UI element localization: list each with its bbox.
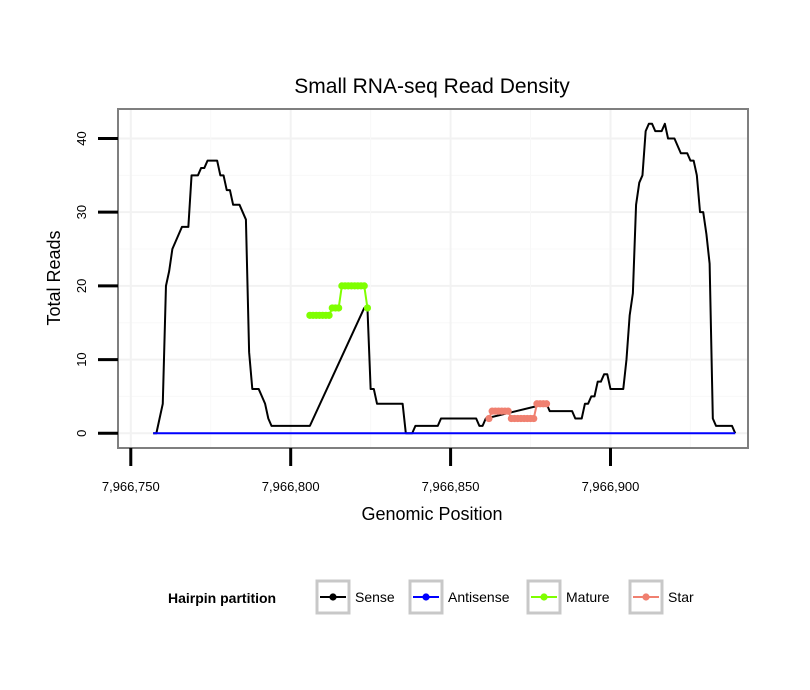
legend-marker-sense [329,593,337,601]
y-tick-label: 30 [74,205,89,219]
legend-label-sense: Sense [355,589,395,605]
legend-label-antisense: Antisense [448,589,510,605]
legend-marker-mature [540,593,548,601]
mature-point [360,282,368,290]
legend-marker-antisense [422,593,430,601]
series-layer [153,122,737,435]
legend-label-mature: Mature [566,589,610,605]
legend-marker-star [642,593,650,601]
y-tick-label: 10 [74,352,89,366]
legend: Hairpin partition Sense Antisense Mature St… [168,579,694,615]
x-tick-label: 7,966,900 [582,479,640,494]
y-axis-title: Total Reads [44,230,64,325]
legend-label-star: Star [668,589,694,605]
mature-point [325,311,333,319]
mature-point [363,304,372,312]
x-tick-label: 7,966,850 [422,479,480,494]
x-axis-title: Genomic Position [361,504,502,524]
y-tick-label: 20 [74,279,89,293]
x-tick-label: 7,966,750 [102,479,160,494]
star-point [485,414,493,423]
x-axis: 7,966,750 7,966,800 7,966,850 7,966,900 [102,448,640,494]
sense-series-line [153,122,737,435]
star-point [530,414,538,423]
chart-title: Small RNA-seq Read Density [294,75,570,98]
y-axis: 0 10 20 30 40 [74,131,118,437]
star-point [504,407,512,415]
x-tick-label: 7,966,800 [262,479,320,494]
y-tick-label: 0 [74,430,89,437]
grid-lines [118,109,748,448]
y-tick-label: 40 [74,131,89,145]
mature-point [335,304,343,312]
plot-panel-border [117,108,749,449]
star-point [542,400,551,408]
legend-title: Hairpin partition [168,590,276,606]
